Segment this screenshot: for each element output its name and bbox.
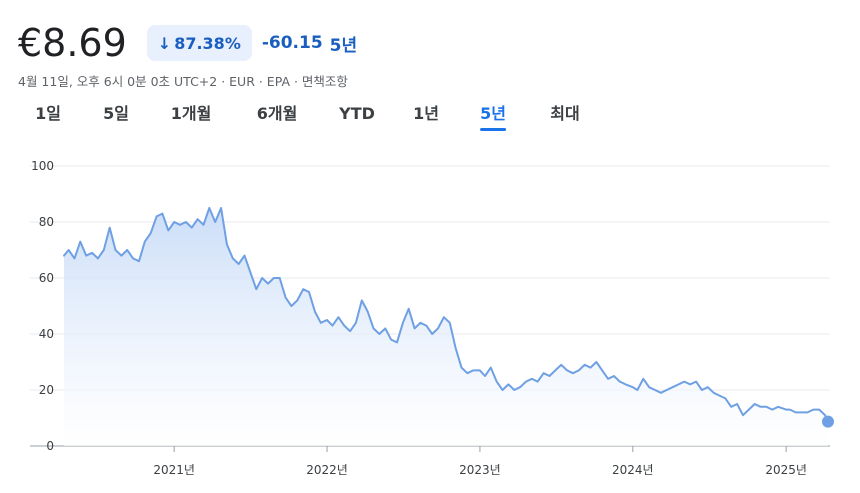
x-axis: 2021년 2022년 2023년 2024년 2025년 <box>153 446 807 477</box>
x-tick-label: 2023년 <box>459 463 501 477</box>
quote-meta: 4월 11일, 오후 6시 0분 0초 UTC+2 · EUR · EPA · … <box>18 74 348 89</box>
y-tick-label: 0 <box>46 439 54 453</box>
chart-series <box>63 207 834 446</box>
change-percent: 87.38% <box>174 33 241 53</box>
tab-1y[interactable]: 1년 <box>413 104 439 123</box>
x-tick-label: 2022년 <box>306 463 348 477</box>
change-period: 5년 <box>329 35 358 56</box>
y-tick-label: 40 <box>39 327 54 341</box>
x-tick-label: 2021년 <box>153 463 195 477</box>
y-tick-label: 20 <box>39 383 54 397</box>
change-absolute: -60.15 <box>261 33 323 53</box>
current-value-dot[interactable] <box>822 415 834 428</box>
tab-6m[interactable]: 6개월 <box>256 104 298 123</box>
quote-header: €8.69 ↓ 87.38% -60.15 5년 <box>18 18 357 68</box>
tab-5y[interactable]: 5년 <box>480 100 506 132</box>
tab-1d[interactable]: 1일 <box>35 104 61 123</box>
change-percent-badge: ↓ 87.38% <box>146 25 252 61</box>
y-axis: 0 20 40 60 80 100 <box>31 159 54 453</box>
series-area <box>64 208 828 446</box>
y-tick-label: 100 <box>31 159 54 173</box>
tab-5d[interactable]: 5일 <box>103 104 129 123</box>
series-line <box>63 207 829 423</box>
current-price: €8.69 <box>18 21 127 65</box>
tab-max[interactable]: 최대 <box>550 104 580 123</box>
y-tick-label: 80 <box>39 215 54 229</box>
arrow-down-icon: ↓ <box>157 33 172 53</box>
tab-ytd[interactable]: YTD <box>339 104 375 123</box>
range-tabs: 1일 5일 1개월 6개월 YTD 1년 5년 최대 <box>0 100 860 134</box>
y-tick-label: 60 <box>39 271 54 285</box>
x-tick-label: 2024년 <box>612 463 654 477</box>
x-tick-label: 2025년 <box>765 463 807 477</box>
tab-1m[interactable]: 1개월 <box>170 104 212 123</box>
